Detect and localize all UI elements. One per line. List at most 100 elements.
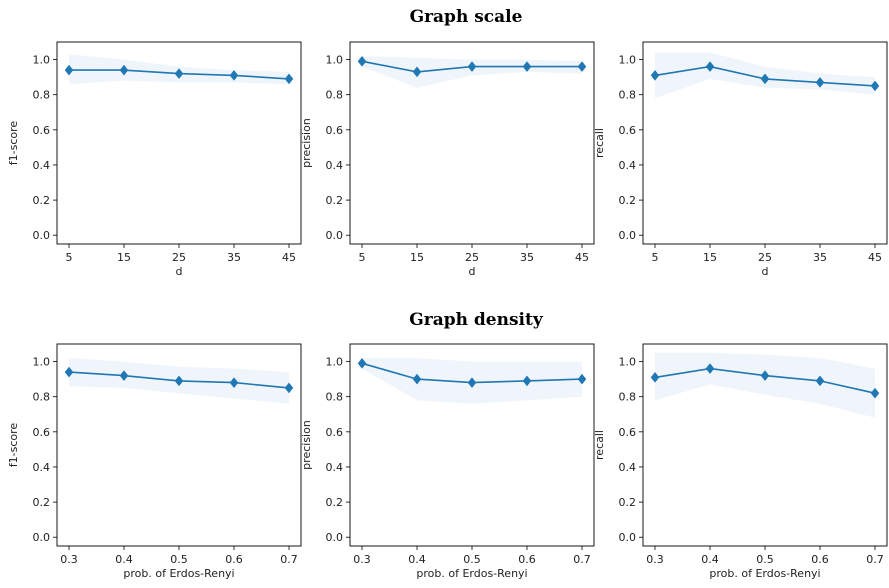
y-tick-label: 0.6 bbox=[33, 426, 51, 439]
y-tick-label: 0.4 bbox=[326, 159, 344, 172]
data-point bbox=[650, 371, 660, 383]
y-tick-label: 0.8 bbox=[33, 391, 51, 404]
row-title-graph-density: Graph density bbox=[409, 310, 544, 330]
y-tick-label: 0.0 bbox=[619, 531, 637, 544]
x-tick-label: 5 bbox=[66, 251, 73, 264]
y-tick-label: 1.0 bbox=[326, 54, 344, 67]
x-axis-label: prob. of Erdos-Renyi bbox=[123, 567, 234, 580]
y-tick-label: 0.0 bbox=[326, 229, 344, 242]
x-tick-label: 35 bbox=[813, 251, 827, 264]
y-tick-label: 0.4 bbox=[619, 159, 637, 172]
x-axis-label: d bbox=[762, 265, 769, 278]
x-tick-label: 15 bbox=[410, 251, 424, 264]
y-tick-label: 0.6 bbox=[619, 426, 637, 439]
data-point bbox=[815, 375, 825, 387]
data-point bbox=[760, 73, 770, 85]
y-axis-label: precision bbox=[300, 420, 313, 470]
x-axis-label: prob. of Erdos-Renyi bbox=[709, 567, 820, 580]
y-tick-label: 0.8 bbox=[326, 89, 344, 102]
data-point bbox=[705, 363, 715, 374]
subplot-recall-density: 0.0 0.2 0.4 0.6 0.8 1.0 0.3 0.4 0.5 0.6 0.7 prob. o… bbox=[593, 343, 888, 580]
y-tick-label: 1.0 bbox=[326, 356, 344, 369]
data-point bbox=[229, 377, 239, 389]
y-tick-label: 0.6 bbox=[326, 124, 344, 137]
x-axis-label: d bbox=[176, 265, 183, 278]
data-point bbox=[174, 68, 184, 80]
x-tick-label: 45 bbox=[575, 251, 589, 264]
data-point bbox=[522, 61, 532, 72]
y-tick-label: 0.0 bbox=[619, 229, 637, 242]
x-tick-label: 45 bbox=[868, 251, 882, 264]
y-tick-label: 0.6 bbox=[619, 124, 637, 137]
x-tick-label: 15 bbox=[703, 251, 717, 264]
y-tick-label: 0.2 bbox=[619, 496, 637, 509]
y-tick-label: 0.6 bbox=[326, 426, 344, 439]
x-tick-label: 35 bbox=[227, 251, 241, 264]
x-tick-label: 15 bbox=[117, 251, 131, 264]
data-point bbox=[650, 69, 660, 81]
data-point bbox=[357, 357, 367, 369]
x-tick-label: 25 bbox=[758, 251, 772, 264]
y-axis-label: f1-score bbox=[7, 121, 20, 166]
data-point bbox=[284, 73, 294, 85]
x-tick-label: 0.3 bbox=[60, 553, 78, 566]
x-tick-label: 0.6 bbox=[225, 553, 243, 566]
x-tick-label: 5 bbox=[652, 251, 659, 264]
data-point bbox=[229, 69, 239, 81]
x-tick-label: 0.7 bbox=[866, 553, 884, 566]
x-tick-label: 0.7 bbox=[573, 553, 591, 566]
subplot-grid: 0.00.20.40.60.81.05 15 25 35 45df1-score0.00… bbox=[7, 41, 888, 580]
x-tick-label: 25 bbox=[465, 251, 479, 264]
x-tick-label: 0.7 bbox=[280, 553, 298, 566]
y-tick-label: 0.0 bbox=[33, 531, 51, 544]
data-point bbox=[64, 64, 74, 76]
data-point bbox=[577, 373, 587, 385]
data-point bbox=[119, 64, 129, 76]
y-tick-label: 0.4 bbox=[326, 461, 344, 474]
x-tick-label: 0.6 bbox=[811, 553, 829, 566]
y-tick-label: 0.2 bbox=[326, 194, 344, 207]
x-tick-label: 5 bbox=[359, 251, 366, 264]
subplot-f1-score-density: 0.0 0.2 0.4 0.6 0.8 1.0 0.3 0.4 0.5 0.6 0.7 prob. o… bbox=[7, 343, 302, 580]
y-tick-label: 1.0 bbox=[33, 54, 51, 67]
y-tick-label: 1.0 bbox=[619, 356, 637, 369]
data-point bbox=[760, 370, 770, 382]
y-tick-label: 0.4 bbox=[33, 461, 51, 474]
x-tick-label: 0.3 bbox=[353, 553, 371, 566]
x-tick-label: 0.5 bbox=[756, 553, 774, 566]
data-point bbox=[174, 375, 184, 387]
y-tick-label: 0.8 bbox=[326, 391, 344, 404]
subplot-f1-score-scale: 0.0 0.2 0.4 0.6 0.8 1.0 5 15 25 35 45 d f1-score bbox=[7, 41, 302, 278]
y-tick-label: 0.2 bbox=[33, 496, 51, 509]
y-tick-label: 0.8 bbox=[619, 391, 637, 404]
y-axis-label: precision bbox=[300, 118, 313, 168]
y-tick-label: 0.8 bbox=[33, 89, 51, 102]
x-tick-label: 0.4 bbox=[115, 553, 133, 566]
data-point bbox=[412, 373, 422, 385]
y-tick-label: 1.0 bbox=[33, 356, 51, 369]
x-tick-label: 0.3 bbox=[646, 553, 664, 566]
data-point bbox=[815, 76, 825, 88]
data-point bbox=[467, 61, 477, 72]
x-tick-label: 0.4 bbox=[408, 553, 426, 566]
y-tick-label: 0.2 bbox=[33, 194, 51, 207]
y-axis-label: recall bbox=[593, 430, 606, 460]
y-tick-label: 0.0 bbox=[326, 531, 344, 544]
x-tick-label: 35 bbox=[520, 251, 534, 264]
subplot-precision-density: 0.0 0.2 0.4 0.6 0.8 1.0 0.3 0.4 0.5 0.6 0.7 prob. o… bbox=[300, 343, 595, 580]
data-point bbox=[64, 366, 74, 378]
data-point bbox=[705, 61, 715, 72]
data-point bbox=[870, 80, 880, 92]
x-tick-label: 0.5 bbox=[463, 553, 481, 566]
data-point bbox=[119, 370, 129, 382]
data-point bbox=[522, 375, 532, 387]
y-tick-label: 0.4 bbox=[619, 461, 637, 474]
row-title-graph-scale: Graph scale bbox=[410, 7, 523, 27]
data-point bbox=[357, 55, 367, 67]
y-tick-label: 0.0 bbox=[33, 229, 51, 242]
x-tick-label: 45 bbox=[282, 251, 296, 264]
x-tick-label: 0.4 bbox=[701, 553, 719, 566]
y-tick-label: 0.4 bbox=[33, 159, 51, 172]
y-tick-label: 0.2 bbox=[326, 496, 344, 509]
